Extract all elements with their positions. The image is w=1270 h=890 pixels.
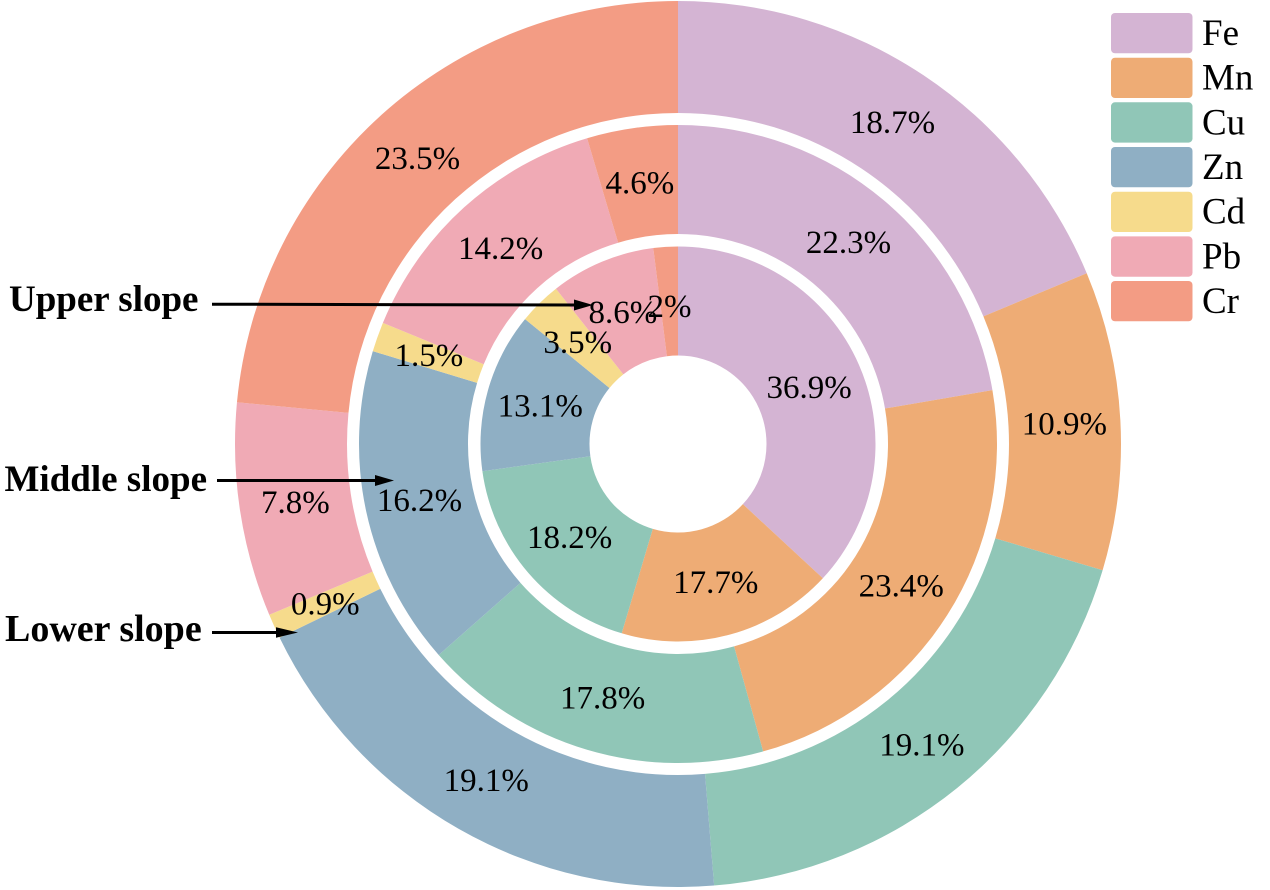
svg-text:2%: 2% <box>648 289 692 325</box>
svg-text:10.9%: 10.9% <box>1022 406 1107 442</box>
svg-text:3.5%: 3.5% <box>543 325 612 361</box>
svg-text:Middle slope: Middle slope <box>5 459 208 500</box>
svg-text:7.8%: 7.8% <box>261 485 330 521</box>
svg-text:Cd: Cd <box>1202 192 1246 233</box>
svg-text:19.1%: 19.1% <box>444 763 529 799</box>
svg-text:Zn: Zn <box>1202 147 1243 188</box>
svg-text:Cr: Cr <box>1202 281 1239 322</box>
svg-text:Mn: Mn <box>1202 58 1253 99</box>
svg-text:Upper slope: Upper slope <box>9 279 198 320</box>
svg-text:Pb: Pb <box>1202 236 1241 277</box>
svg-text:17.7%: 17.7% <box>673 565 758 601</box>
svg-text:19.1%: 19.1% <box>879 728 964 764</box>
svg-text:18.7%: 18.7% <box>850 105 935 141</box>
svg-text:16.2%: 16.2% <box>377 483 462 519</box>
svg-text:4.6%: 4.6% <box>606 165 675 201</box>
svg-text:Fe: Fe <box>1202 13 1239 54</box>
svg-text:22.3%: 22.3% <box>806 225 891 261</box>
svg-text:1.5%: 1.5% <box>395 338 464 374</box>
svg-text:18.2%: 18.2% <box>527 520 612 556</box>
svg-text:14.2%: 14.2% <box>458 231 543 267</box>
svg-text:0.9%: 0.9% <box>291 586 360 622</box>
svg-text:13.1%: 13.1% <box>498 388 583 424</box>
svg-text:17.8%: 17.8% <box>560 681 645 717</box>
svg-text:23.4%: 23.4% <box>859 569 944 605</box>
svg-text:8.6%: 8.6% <box>589 295 658 331</box>
svg-text:23.5%: 23.5% <box>375 141 460 177</box>
svg-text:Lower slope: Lower slope <box>5 608 202 650</box>
svg-text:36.9%: 36.9% <box>766 370 851 406</box>
svg-text:Cu: Cu <box>1202 102 1245 143</box>
